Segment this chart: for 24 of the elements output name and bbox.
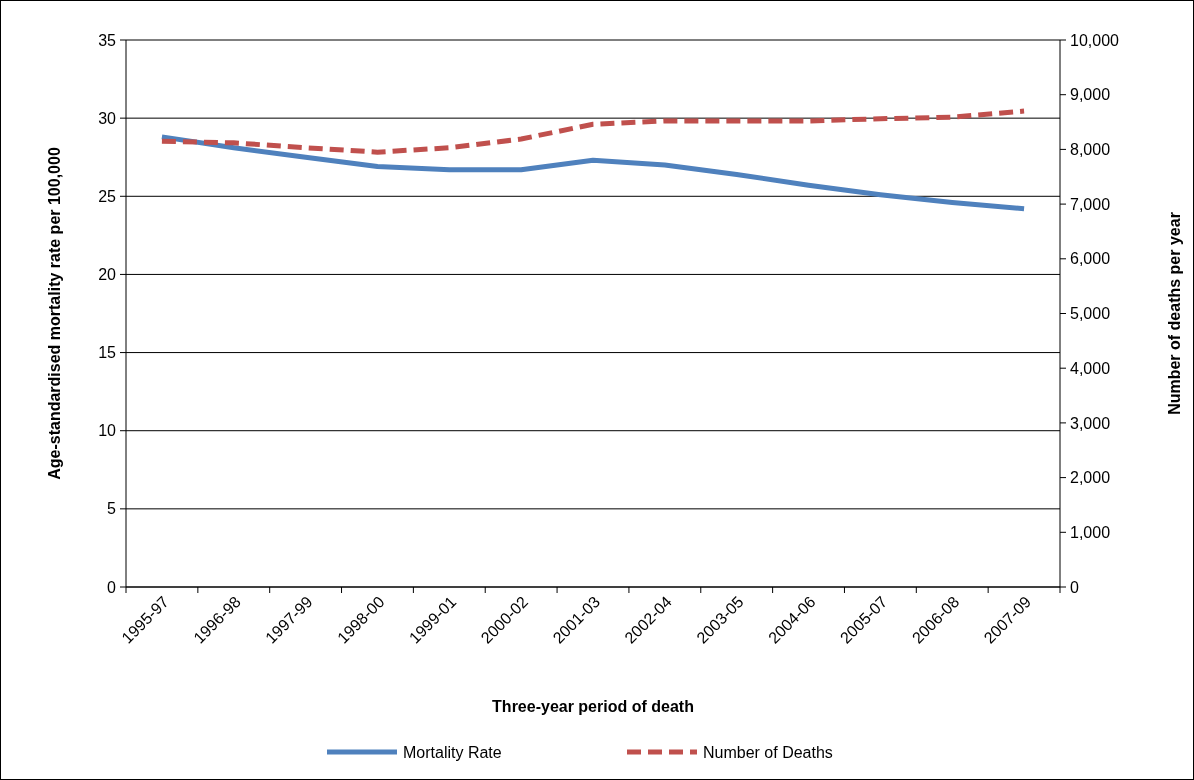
y2-tick-label: 0 — [1070, 578, 1079, 596]
y2-tick-label: 8,000 — [1070, 141, 1111, 158]
y2-tick-label: 10,000 — [1070, 31, 1120, 49]
y-tick-label: 10 — [98, 422, 117, 440]
y-tick-label: 15 — [98, 344, 117, 362]
y2-tick-label: 3,000 — [1070, 414, 1111, 432]
y-axis-title: Age-standardised mortality rate per 100,000 — [46, 147, 63, 480]
y-tick-label: 0 — [107, 578, 117, 596]
y2-tick-label: 4,000 — [1070, 359, 1111, 377]
y-tick-label: 35 — [98, 31, 117, 49]
y2-axis-title: Number of deaths per year — [1166, 212, 1183, 415]
y2-tick-label: 5,000 — [1070, 305, 1111, 323]
y-tick-label: 25 — [98, 187, 117, 205]
y-tick-label: 30 — [98, 109, 117, 127]
y-tick-label: 5 — [107, 500, 117, 518]
y2-tick-label: 7,000 — [1070, 195, 1111, 213]
legend-label: Number of Deaths — [703, 743, 833, 761]
y2-tick-label: 9,000 — [1070, 86, 1111, 104]
legend-label: Mortality Rate — [403, 743, 502, 761]
y2-tick-label: 2,000 — [1070, 469, 1111, 487]
y2-tick-label: 6,000 — [1070, 250, 1111, 268]
y2-tick-label: 1,000 — [1070, 523, 1111, 541]
y-tick-label: 20 — [98, 266, 117, 284]
x-axis-title: Three-year period of death — [492, 698, 694, 715]
